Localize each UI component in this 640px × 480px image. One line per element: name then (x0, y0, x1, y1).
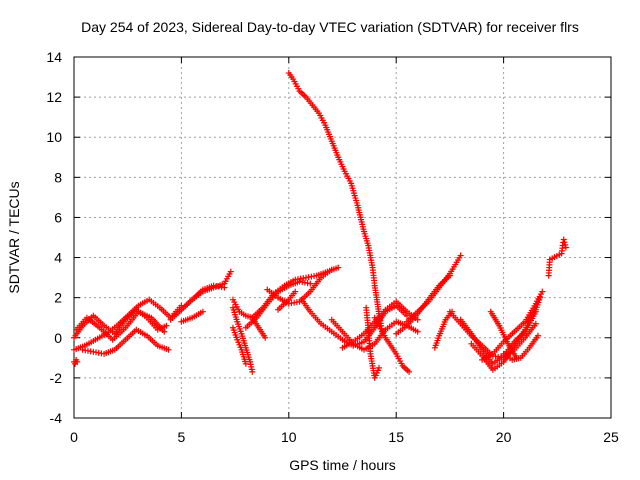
data-point (414, 316, 421, 323)
y-tick-label: -4 (50, 410, 63, 426)
series-arc-23 (403, 252, 464, 325)
y-tick-label: 14 (46, 49, 62, 65)
data-point (406, 368, 413, 375)
data-point (242, 360, 249, 367)
data-point (457, 252, 464, 259)
data-point (262, 334, 269, 341)
y-tick-label: 8 (54, 169, 62, 185)
series-arc-8 (178, 308, 206, 325)
data-point (307, 280, 314, 287)
data-point (199, 308, 206, 315)
data-point (328, 266, 335, 273)
data-point (161, 328, 168, 335)
series-arc-15 (275, 288, 299, 313)
chart-title: Day 254 of 2023, Sidereal Day-to-day VTE… (81, 19, 579, 35)
data-point (532, 320, 539, 327)
y-tick-label: 2 (54, 290, 62, 306)
x-axis-label: GPS time / hours (289, 457, 396, 473)
series-arc-14 (264, 266, 335, 307)
data-point (539, 288, 546, 295)
series-arc-11 (229, 324, 249, 367)
data-point (376, 364, 383, 371)
series-arc-3 (79, 326, 172, 357)
series-arc-5 (71, 356, 81, 367)
series-arc-9 (229, 304, 256, 375)
data-point (560, 236, 567, 243)
data-point (562, 241, 569, 248)
y-tick-label: 10 (46, 129, 62, 145)
y-tick-label: -2 (50, 370, 63, 386)
y-tick-label: 0 (54, 330, 62, 346)
series-arc-21 (371, 314, 413, 375)
data-point (165, 346, 172, 353)
series-arc-4 (73, 308, 168, 343)
series-arc-28 (479, 288, 546, 363)
data-point (227, 268, 234, 275)
series-arc-18 (328, 316, 421, 353)
x-tick-label: 15 (388, 429, 404, 445)
plot-frame (73, 56, 612, 419)
x-tick-label: 5 (178, 429, 186, 445)
data-point (163, 322, 170, 329)
x-tick-label: 25 (603, 429, 619, 445)
series-arc-30 (500, 332, 541, 363)
x-tick-label: 0 (70, 429, 78, 445)
data-point (534, 332, 541, 339)
y-axis-label: SDTVAR / TECUs (6, 181, 22, 293)
data-point (335, 264, 342, 271)
series-arc-7 (178, 282, 228, 313)
data-point (561, 239, 568, 246)
y-tick-label: 12 (46, 89, 62, 105)
data-point (249, 368, 256, 375)
y-tick-label: 4 (54, 250, 62, 266)
data-point (414, 328, 421, 335)
y-tick-label: 6 (54, 209, 62, 225)
x-tick-label: 20 (496, 429, 512, 445)
series-arc-16 (285, 70, 386, 335)
data-point (74, 358, 81, 365)
data-point (292, 288, 299, 295)
data-point (221, 284, 228, 291)
series-arc-20 (363, 304, 383, 381)
series-arc-12 (242, 278, 314, 331)
series-arc-31 (545, 236, 569, 279)
data-point (562, 244, 569, 251)
x-tick-label: 10 (281, 429, 297, 445)
